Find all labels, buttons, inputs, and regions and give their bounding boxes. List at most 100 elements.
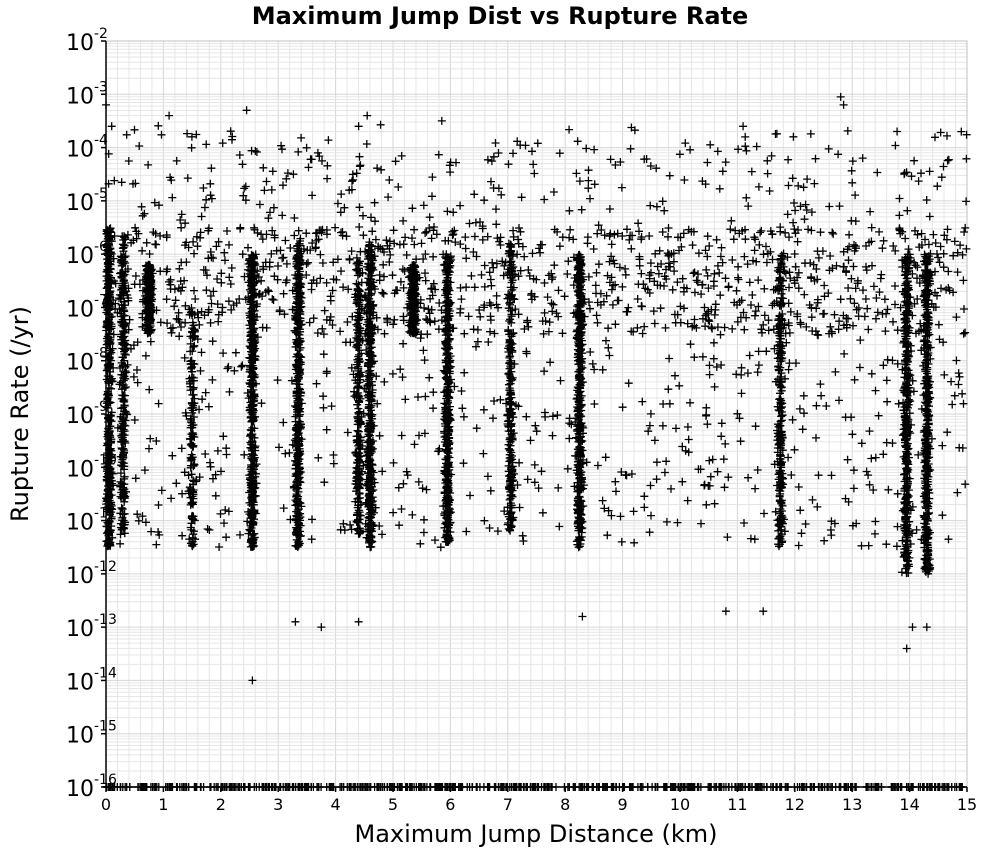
data-point	[703, 158, 712, 167]
data-point	[264, 214, 273, 223]
data-point	[936, 242, 945, 251]
data-point	[410, 440, 419, 449]
data-point	[672, 424, 680, 433]
data-point	[734, 145, 743, 154]
data-point	[170, 302, 179, 311]
data-point	[600, 231, 609, 240]
data-point	[590, 400, 599, 408]
data-point	[748, 291, 757, 299]
data-point	[764, 316, 773, 325]
data-point	[379, 289, 388, 298]
data-point	[784, 365, 793, 374]
data-point	[219, 349, 228, 358]
data-point	[177, 444, 186, 453]
data-point	[607, 285, 616, 294]
data-point	[853, 279, 862, 288]
data-point	[485, 524, 494, 532]
data-point	[530, 292, 539, 301]
data-point	[419, 528, 428, 537]
data-point	[760, 509, 768, 518]
data-point	[496, 395, 505, 404]
data-point	[196, 228, 205, 237]
data-point	[726, 225, 735, 234]
data-point	[709, 354, 718, 363]
data-point	[954, 369, 963, 378]
data-point	[152, 540, 161, 549]
data-point	[785, 283, 793, 292]
data-point	[520, 252, 529, 261]
data-point	[480, 261, 489, 270]
data-point	[630, 538, 639, 547]
data-point	[323, 161, 332, 170]
data-point	[138, 512, 147, 521]
data-point	[203, 525, 212, 533]
data-point	[757, 325, 766, 334]
data-point	[378, 530, 386, 539]
data-point	[539, 329, 548, 338]
data-point	[371, 235, 380, 244]
data-point	[425, 309, 434, 318]
data-point	[652, 475, 661, 484]
data-point	[628, 231, 637, 240]
data-point	[864, 325, 873, 334]
data-point	[385, 237, 394, 246]
data-point	[201, 388, 210, 397]
data-point	[697, 519, 705, 528]
data-point	[708, 455, 717, 464]
data-point	[654, 269, 663, 278]
data-point	[457, 387, 466, 395]
data-point	[844, 256, 853, 265]
data-point	[949, 288, 958, 297]
data-point	[910, 299, 919, 308]
data-point	[882, 376, 891, 385]
data-point	[352, 169, 361, 178]
data-point	[476, 312, 485, 321]
data-point	[814, 471, 823, 480]
data-point	[544, 327, 553, 336]
data-point	[877, 270, 886, 279]
data-point	[863, 304, 872, 313]
data-point	[788, 174, 797, 183]
data-point	[177, 323, 185, 331]
data-point	[225, 240, 233, 249]
data-point	[458, 404, 467, 413]
data-point	[306, 246, 315, 255]
data-point	[176, 216, 185, 224]
data-point	[646, 409, 655, 418]
data-point	[483, 232, 492, 241]
data-point	[588, 359, 597, 368]
data-point	[848, 430, 857, 439]
data-point	[421, 250, 430, 259]
data-point	[462, 527, 471, 536]
data-point	[867, 454, 876, 463]
data-point	[871, 386, 880, 395]
data-point	[238, 250, 247, 259]
data-point	[553, 411, 562, 420]
data-point	[952, 313, 961, 322]
data-point	[421, 229, 430, 237]
data-point	[808, 327, 817, 335]
data-point	[355, 152, 364, 161]
data-point	[785, 268, 794, 277]
data-point	[499, 271, 508, 280]
data-point	[456, 283, 465, 292]
data-point	[794, 284, 803, 293]
data-point	[807, 208, 816, 217]
data-point	[702, 265, 711, 274]
data-point	[339, 519, 348, 528]
data-point	[548, 412, 557, 421]
data-point	[493, 527, 502, 536]
data-point	[683, 319, 692, 328]
data-point	[891, 246, 900, 255]
data-point	[174, 308, 183, 317]
data-point	[611, 280, 620, 289]
data-point	[518, 531, 527, 540]
data-point	[421, 269, 429, 278]
data-point	[389, 508, 398, 517]
data-point	[522, 412, 531, 421]
data-point	[710, 382, 719, 391]
data-point	[375, 431, 384, 440]
data-point	[408, 204, 417, 213]
data-point	[955, 372, 964, 381]
data-point	[469, 248, 478, 256]
